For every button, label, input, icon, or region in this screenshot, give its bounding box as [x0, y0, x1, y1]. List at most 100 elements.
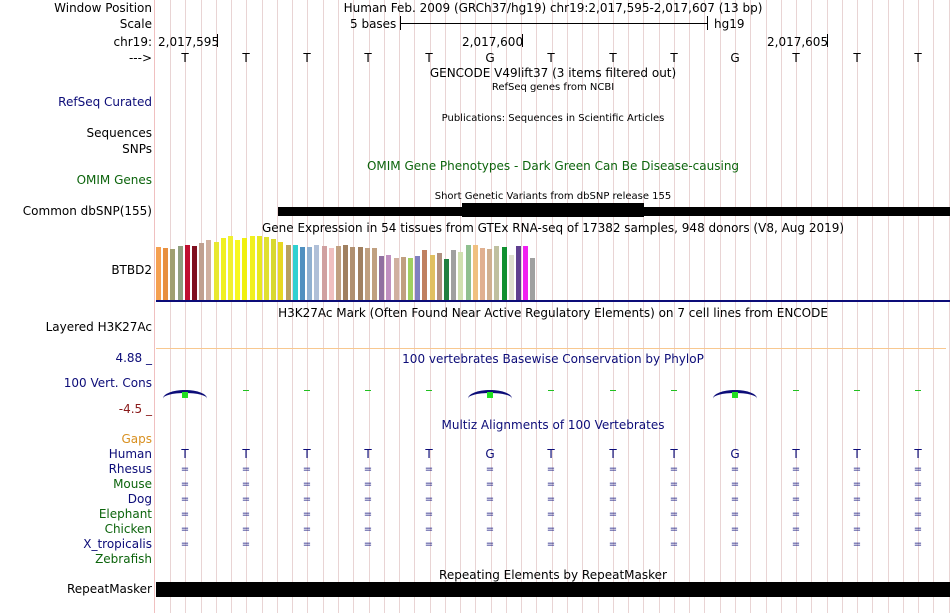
- gtex-tissue-bar[interactable]: [220, 238, 226, 300]
- gtex-tissue-bar[interactable]: [429, 255, 435, 300]
- grid-line: [567, 0, 568, 613]
- gtex-tissue-bar[interactable]: [379, 256, 385, 300]
- alignment-match: =: [730, 494, 740, 505]
- gtex-tissue-bar[interactable]: [163, 248, 169, 300]
- gtex-tissue-bar[interactable]: [415, 256, 421, 300]
- species-label[interactable]: Chicken: [104, 522, 152, 536]
- gtex-tissue-bar[interactable]: [292, 245, 298, 300]
- repeat-label[interactable]: RepeatMasker: [66, 582, 152, 596]
- gtex-gene-label[interactable]: BTBD2: [111, 263, 152, 277]
- gtex-tissue-bar[interactable]: [343, 245, 349, 300]
- gtex-tissue-bar[interactable]: [336, 246, 341, 300]
- gtex-tissue-bar[interactable]: [465, 245, 471, 300]
- gtex-tissue-bar[interactable]: [156, 247, 161, 300]
- gtex-tissue-bar[interactable]: [350, 247, 356, 300]
- gtex-tissue-bar[interactable]: [408, 258, 413, 300]
- sequences-label[interactable]: Sequences: [86, 126, 152, 140]
- grid-line: [735, 0, 736, 613]
- gtex-tissue-bar[interactable]: [444, 259, 449, 300]
- gtex-tissue-bar[interactable]: [228, 236, 233, 300]
- gtex-tissue-bar[interactable]: [285, 245, 291, 300]
- gtex-tissue-bar[interactable]: [400, 257, 406, 300]
- gtex-tissue-bar[interactable]: [480, 248, 485, 300]
- refseq-label[interactable]: RefSeq Curated: [58, 95, 152, 109]
- gtex-tissue-bar[interactable]: [386, 255, 392, 300]
- gtex-bar-chart[interactable]: [156, 234, 536, 300]
- repeat-feature[interactable]: [156, 582, 950, 597]
- gtex-tissue-bar[interactable]: [328, 248, 334, 300]
- gtex-tissue-bar[interactable]: [472, 245, 478, 300]
- gtex-tissue-bar[interactable]: [372, 248, 377, 300]
- species-label[interactable]: Zebrafish: [95, 552, 152, 566]
- gtex-tissue-bar[interactable]: [271, 239, 277, 300]
- alignment-match: =: [363, 464, 373, 475]
- grid-line: [338, 0, 339, 613]
- gtex-tissue-bar[interactable]: [192, 246, 197, 300]
- species-label[interactable]: Dog: [127, 492, 152, 506]
- snps-label[interactable]: SNPs: [122, 142, 152, 156]
- gtex-tissue-bar[interactable]: [530, 258, 536, 300]
- alignment-match: =: [791, 464, 801, 475]
- gtex-tissue-bar[interactable]: [170, 249, 176, 300]
- gtex-tissue-bar[interactable]: [458, 252, 464, 300]
- h3k27ac-signal: [156, 348, 946, 349]
- phylop-label[interactable]: 100 Vert. Cons: [63, 376, 152, 390]
- alignment-match: =: [180, 464, 190, 475]
- species-label[interactable]: Rhesus: [108, 462, 152, 476]
- phylop-mark: [426, 390, 432, 391]
- dbsnp-label[interactable]: Common dbSNP(155): [22, 204, 152, 218]
- omim-title[interactable]: OMIM Gene Phenotypes - Dark Green Can Be…: [366, 159, 740, 173]
- dbsnp-feature-thick[interactable]: [462, 203, 644, 217]
- gtex-tissue-bar[interactable]: [235, 240, 241, 300]
- window-position-value[interactable]: Human Feb. 2009 (GRCh37/hg19) chr19:2,01…: [343, 1, 763, 15]
- grid-line: [827, 0, 828, 613]
- gtex-title[interactable]: Gene Expression in 54 tissues from GTEx …: [261, 221, 845, 235]
- gtex-tissue-bar[interactable]: [314, 245, 320, 300]
- gtex-tissue-bar[interactable]: [177, 246, 183, 300]
- gtex-tissue-bar[interactable]: [213, 242, 219, 300]
- phylop-peak: [732, 392, 738, 398]
- gtex-tissue-bar[interactable]: [516, 246, 521, 300]
- gtex-tissue-bar[interactable]: [487, 249, 493, 300]
- gtex-tissue-bar[interactable]: [278, 242, 284, 300]
- h3k27ac-title[interactable]: H3K27Ac Mark (Often Found Near Active Re…: [278, 306, 828, 320]
- gtex-tissue-bar[interactable]: [451, 250, 457, 300]
- alignment-match: =: [180, 494, 190, 505]
- gtex-tissue-bar[interactable]: [264, 237, 269, 300]
- phylop-title[interactable]: 100 vertebrates Basewise Conservation by…: [402, 352, 704, 366]
- omim-label[interactable]: OMIM Genes: [76, 173, 152, 187]
- gtex-tissue-bar[interactable]: [523, 246, 529, 300]
- publications-title[interactable]: Publications: Sequences in Scientific Ar…: [441, 113, 665, 124]
- grid-line: [521, 0, 522, 613]
- species-label[interactable]: Elephant: [98, 507, 152, 521]
- alignment-match: =: [730, 524, 740, 535]
- gtex-tissue-bar[interactable]: [206, 240, 212, 300]
- gtex-tissue-bar[interactable]: [357, 247, 363, 300]
- alignment-match: =: [546, 494, 556, 505]
- species-label[interactable]: Mouse: [113, 477, 152, 491]
- gtex-tissue-bar[interactable]: [307, 247, 313, 300]
- phylop-logo-mark: [713, 390, 757, 407]
- gtex-tissue-bar[interactable]: [242, 238, 248, 300]
- gtex-tissue-bar[interactable]: [300, 247, 305, 300]
- gtex-tissue-bar[interactable]: [494, 246, 500, 300]
- h3k27ac-label[interactable]: Layered H3K27Ac: [45, 320, 152, 334]
- repeat-title[interactable]: Repeating Elements by RepeatMasker: [439, 568, 667, 582]
- gencode-title[interactable]: GENCODE V49lift37 (3 items filtered out): [429, 66, 677, 80]
- gtex-tissue-bar[interactable]: [321, 246, 327, 300]
- grid-line: [491, 0, 492, 613]
- gtex-tissue-bar[interactable]: [501, 247, 507, 300]
- multiz-title[interactable]: Multiz Alignments of 100 Vertebrates: [441, 418, 665, 432]
- gtex-tissue-bar[interactable]: [184, 245, 190, 300]
- gtex-tissue-bar[interactable]: [508, 255, 514, 300]
- gtex-tissue-bar[interactable]: [436, 253, 442, 300]
- gtex-tissue-bar[interactable]: [364, 248, 370, 300]
- species-label[interactable]: Human: [108, 447, 152, 461]
- gtex-tissue-bar[interactable]: [393, 258, 399, 300]
- gtex-tissue-bar[interactable]: [249, 236, 255, 300]
- refseq-subtitle: RefSeq genes from NCBI: [491, 82, 615, 93]
- gtex-tissue-bar[interactable]: [422, 250, 428, 300]
- gtex-tissue-bar[interactable]: [199, 243, 205, 300]
- species-label[interactable]: X_tropicalis: [83, 537, 152, 551]
- gtex-tissue-bar[interactable]: [256, 236, 262, 300]
